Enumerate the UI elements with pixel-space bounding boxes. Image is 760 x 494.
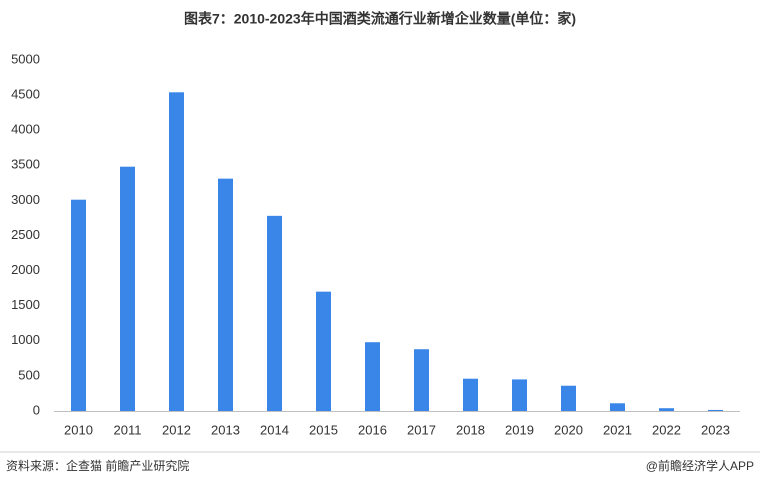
y-tick-label: 4500: [11, 87, 40, 102]
x-tick-label: 2015: [309, 422, 338, 437]
chart-title: 图表7：2010-2023年中国酒类流通行业新增企业数量(单位：家): [184, 11, 576, 27]
x-tick-label: 2019: [505, 422, 534, 437]
y-tick-label: 5000: [11, 51, 40, 66]
bar: [414, 349, 429, 411]
y-tick-label: 1500: [11, 297, 40, 312]
bar: [267, 215, 282, 411]
bar: [365, 342, 380, 411]
source: 资料来源：企查猫 前瞻产业研究院: [6, 458, 189, 473]
x-tick-label: 2010: [64, 422, 93, 437]
y-tick-label: 2000: [11, 262, 40, 277]
y-tick-label: 3500: [11, 157, 40, 172]
y-tick-label: 2500: [11, 227, 40, 242]
bar: [71, 199, 86, 411]
x-tick-label: 2020: [554, 422, 583, 437]
y-tick-label: 0: [33, 402, 40, 417]
x-tick-label: 2011: [114, 422, 142, 437]
x-tick-label: 2012: [162, 422, 191, 437]
brand: @前瞻经济学人APP: [646, 458, 754, 473]
bar: [512, 379, 527, 411]
y-tick-label: 1000: [11, 332, 40, 347]
bar: [218, 178, 233, 411]
x-tick-label: 2016: [358, 422, 387, 437]
x-tick-label: 2017: [407, 422, 436, 437]
y-tick-label: 500: [18, 367, 40, 382]
bar: [561, 385, 576, 411]
x-tick-label: 2014: [260, 422, 289, 437]
x-tick-label: 2018: [456, 422, 485, 437]
x-tick-label: 2021: [603, 422, 632, 437]
bar: [463, 378, 478, 411]
x-tick-label: 2023: [701, 422, 730, 437]
x-tick-label: 2013: [211, 422, 240, 437]
y-tick-label: 4000: [11, 122, 40, 137]
bar: [610, 403, 625, 411]
bar: [120, 166, 135, 411]
bar: [316, 291, 331, 411]
y-tick-label: 3000: [11, 192, 40, 207]
bar: [169, 92, 184, 412]
bar: [659, 408, 674, 411]
bar: [708, 409, 723, 411]
x-tick-label: 2022: [652, 422, 681, 437]
